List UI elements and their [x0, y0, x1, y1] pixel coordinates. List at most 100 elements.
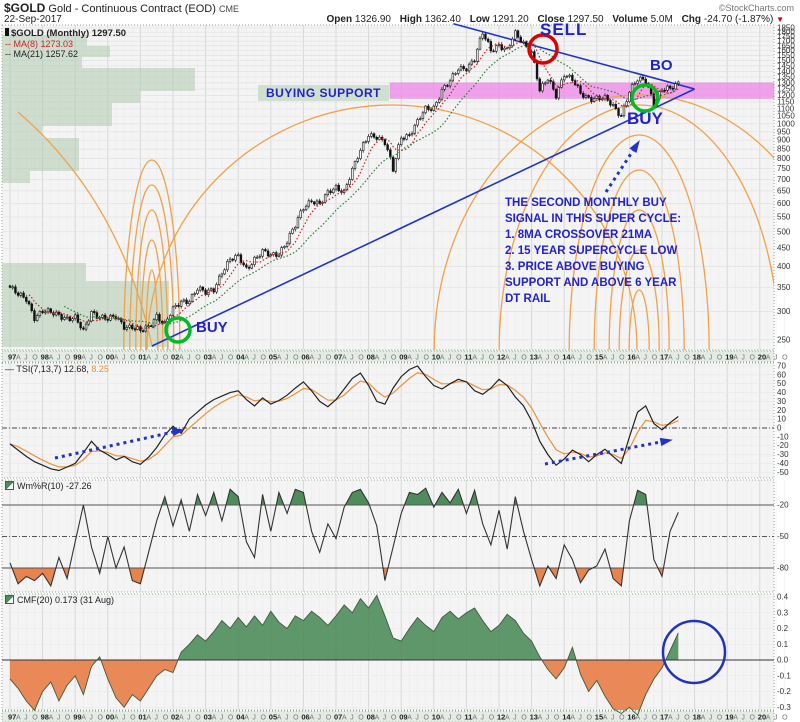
svg-text:J: J [644, 715, 648, 722]
svg-text:02: 02 [171, 713, 179, 722]
svg-text:A: A [179, 355, 184, 362]
svg-text:-0.3: -0.3 [777, 703, 791, 712]
svg-text:16: 16 [627, 713, 635, 722]
svg-text:A: A [277, 355, 282, 362]
svg-text:10: 10 [777, 415, 786, 424]
svg-text:O: O [32, 355, 38, 362]
svg-text:-10: -10 [777, 432, 789, 441]
svg-text:500: 500 [777, 227, 791, 236]
svg-text:03: 03 [204, 353, 212, 362]
svg-text:800: 800 [777, 154, 791, 163]
svg-text:O: O [130, 715, 136, 722]
svg-text:20: 20 [758, 713, 766, 722]
svg-text:A: A [766, 715, 771, 722]
svg-text:A: A [212, 715, 217, 722]
svg-text:01: 01 [138, 713, 146, 722]
svg-text:600: 600 [777, 199, 791, 208]
svg-text:A: A [277, 715, 282, 722]
svg-text:O: O [750, 355, 756, 362]
svg-text:-0.1: -0.1 [777, 671, 791, 680]
svg-text:0: 0 [777, 424, 782, 433]
svg-text:30: 30 [777, 397, 786, 406]
buy-circle-2002 [164, 316, 192, 344]
svg-text:O: O [326, 355, 332, 362]
svg-text:O: O [98, 355, 104, 362]
svg-text:J: J [578, 715, 582, 722]
svg-text:-30: -30 [777, 450, 789, 459]
svg-text:O: O [261, 355, 267, 362]
svg-text:A: A [114, 715, 119, 722]
svg-text:O: O [750, 715, 756, 722]
svg-text:1650: 1650 [777, 41, 795, 50]
svg-text:09: 09 [399, 353, 407, 362]
svg-text:O: O [521, 715, 527, 722]
svg-text:-50: -50 [777, 532, 789, 541]
chart-date: 22-Sep-2017 [4, 14, 62, 25]
svg-text:J: J [24, 355, 28, 362]
svg-text:1100: 1100 [777, 104, 795, 113]
svg-text:1350: 1350 [777, 73, 795, 82]
svg-text:1800: 1800 [777, 28, 795, 37]
svg-text:J: J [155, 355, 159, 362]
svg-text:00: 00 [106, 353, 114, 362]
svg-text:1450: 1450 [777, 61, 795, 70]
svg-text:A: A [635, 355, 640, 362]
svg-text:19: 19 [725, 713, 733, 722]
svg-text:A: A [81, 355, 86, 362]
svg-text:O: O [489, 715, 495, 722]
svg-text:A: A [668, 355, 673, 362]
svg-text:O: O [456, 355, 462, 362]
svg-text:00: 00 [106, 713, 114, 722]
breakout-annotation: BO [650, 57, 673, 74]
area-indicator-icon [5, 481, 14, 490]
buy-annotation-left: BUY [196, 319, 228, 336]
svg-text:250: 250 [777, 335, 791, 344]
exchange-label: CME [218, 4, 239, 14]
svg-text:J: J [318, 715, 322, 722]
svg-text:O: O [489, 355, 495, 362]
svg-text:O: O [424, 715, 430, 722]
svg-text:A: A [16, 355, 21, 362]
svg-text:03: 03 [204, 713, 212, 722]
svg-text:A: A [570, 355, 575, 362]
svg-text:J: J [383, 355, 387, 362]
svg-text:70: 70 [777, 361, 786, 370]
sell-annotation: SELL [540, 20, 588, 39]
svg-text:97: 97 [8, 713, 16, 722]
svg-text:O: O [587, 715, 593, 722]
svg-text:20: 20 [777, 406, 786, 415]
svg-text:400: 400 [777, 262, 791, 271]
cmf-label: CMF(20) 0.173 (31 Aug) [5, 595, 114, 605]
svg-text:J: J [481, 715, 485, 722]
svg-text:750: 750 [777, 164, 791, 173]
line-icon: — [5, 364, 14, 374]
high-value: 1362.40 [424, 14, 461, 25]
cmf-highlight-ellipse [661, 619, 727, 685]
svg-text:J: J [318, 355, 322, 362]
svg-text:J: J [741, 355, 745, 362]
svg-text:A: A [603, 355, 608, 362]
svg-text:1050: 1050 [777, 112, 795, 121]
svg-text:05: 05 [269, 713, 277, 722]
svg-text:900: 900 [777, 136, 791, 145]
chg-down-triangle-icon[interactable]: ▼ [776, 15, 784, 24]
svg-text:-80: -80 [777, 564, 789, 573]
svg-text:0.3: 0.3 [777, 608, 789, 617]
buy-annotation-right: BUY [627, 109, 663, 128]
ma8-legend-text: MA(8) 1273.03 [13, 39, 74, 49]
svg-text:1250: 1250 [777, 85, 795, 94]
svg-text:A: A [472, 355, 477, 362]
svg-text:14: 14 [562, 713, 571, 722]
svg-text:O: O [32, 715, 38, 722]
svg-text:J: J [709, 355, 713, 362]
svg-text:A: A [375, 355, 380, 362]
svg-text:1500: 1500 [777, 56, 795, 65]
svg-text:97: 97 [8, 353, 16, 362]
svg-text:A: A [342, 715, 347, 722]
svg-text:O: O [782, 715, 788, 722]
svg-text:J: J [252, 355, 256, 362]
svg-text:1550: 1550 [777, 51, 795, 60]
svg-text:O: O [391, 715, 397, 722]
svg-text:O: O [358, 715, 364, 722]
svg-text:19: 19 [725, 353, 733, 362]
